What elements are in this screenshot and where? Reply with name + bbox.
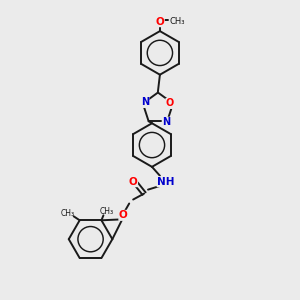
Text: O: O	[119, 210, 128, 220]
Text: NH: NH	[157, 177, 175, 187]
Text: CH₃: CH₃	[170, 17, 185, 26]
Text: N: N	[162, 117, 170, 127]
Text: O: O	[166, 98, 174, 109]
Text: O: O	[155, 17, 164, 27]
Text: CH₃: CH₃	[61, 209, 75, 218]
Text: O: O	[129, 177, 137, 187]
Text: CH₃: CH₃	[99, 207, 113, 216]
Text: N: N	[141, 98, 149, 107]
